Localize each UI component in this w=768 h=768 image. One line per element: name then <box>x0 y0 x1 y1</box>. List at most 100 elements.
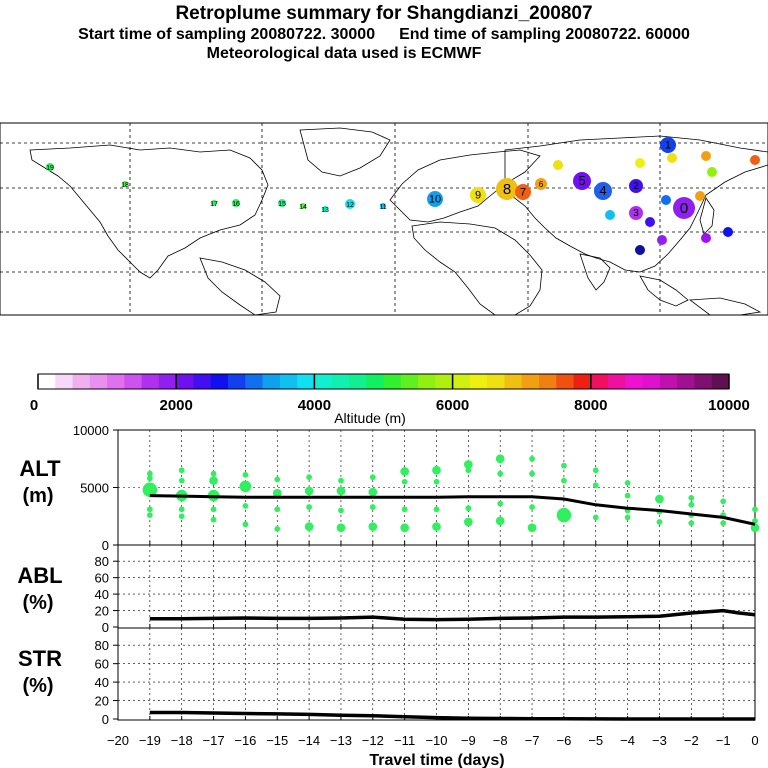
alt-point <box>369 504 376 510</box>
alt-point <box>464 460 473 469</box>
alt-point <box>336 486 346 496</box>
alt-point <box>624 492 631 499</box>
alt-point <box>720 498 727 505</box>
colorbar-swatch <box>297 374 315 389</box>
alt-point <box>146 470 153 477</box>
colorbar-tick-label: 6000 <box>436 397 469 414</box>
x-tick-label: −18 <box>171 733 193 748</box>
alt-point <box>146 512 153 518</box>
colorbar-swatch <box>141 374 160 389</box>
colorbar-swatch <box>72 374 91 389</box>
alt-point <box>210 506 217 513</box>
alt-point <box>239 480 252 493</box>
panel-ytick-label: 80 <box>95 554 109 569</box>
x-tick-label: −10 <box>425 733 447 748</box>
alt-point <box>368 487 378 497</box>
alt-point <box>465 467 472 474</box>
start-time-label: Start time of sampling 20080722. 30000 <box>78 26 376 43</box>
x-tick-label: −4 <box>620 733 635 748</box>
map-label-day-1: 1 <box>665 140 671 152</box>
colorbar-swatch <box>400 374 419 389</box>
map-centroid-day-2 <box>723 227 733 237</box>
alt-point <box>401 506 408 513</box>
panel-ytick-label: 20 <box>95 604 109 619</box>
x-tick-label: −12 <box>362 733 384 748</box>
panel-unit-abl: (%) <box>22 592 53 614</box>
coast-europe <box>389 149 541 223</box>
map-centroid-day-1 <box>635 245 645 255</box>
map-centroid-day-3 <box>701 233 711 243</box>
coast-australia <box>688 297 762 316</box>
coast-india <box>579 253 611 291</box>
colorbar-swatch <box>314 374 333 389</box>
panel-ytick-label: 0 <box>102 712 109 727</box>
map-centroid-day-12 <box>345 199 355 209</box>
colorbar-swatch <box>642 374 661 389</box>
map-centroid-day-3 <box>629 206 643 220</box>
colorbar-swatch <box>452 374 471 389</box>
alt-point <box>369 474 376 481</box>
x-tick-label: −5 <box>588 733 603 748</box>
x-tick-label: −20 <box>107 733 129 748</box>
alt-point <box>178 513 185 520</box>
colorbar-swatch <box>625 374 644 389</box>
alt-point <box>495 516 505 526</box>
colorbar-tick-label: 10000 <box>708 397 750 414</box>
map-centroid-day-9 <box>701 151 711 161</box>
alt-point <box>464 517 473 527</box>
colorbar-swatch <box>538 374 557 389</box>
colorbar-swatch <box>331 374 350 389</box>
alt-point <box>306 504 312 510</box>
alt-point <box>432 465 441 475</box>
map-label-day-4: 4 <box>599 183 606 198</box>
alt-point <box>688 494 695 501</box>
map-centroid-day-9 <box>470 187 486 203</box>
alt-point <box>465 505 472 512</box>
map-label-day-10: 10 <box>429 194 441 206</box>
alt-point <box>304 486 314 496</box>
x-tick-label: −2 <box>684 733 699 748</box>
colorbar-swatch <box>262 374 281 389</box>
map-label-day-5: 5 <box>578 173 585 188</box>
alt-point <box>274 476 281 483</box>
map-label-day-3: 3 <box>633 208 639 219</box>
x-tick-label: −17 <box>203 733 225 748</box>
map-label-day-9: 9 <box>475 190 481 202</box>
panel-alt: 0 5000 10000 ALT (m) <box>19 423 760 553</box>
coast-asia <box>504 135 768 273</box>
alt-point <box>401 478 408 485</box>
x-tick-label: −8 <box>493 733 508 748</box>
colorbar-tick-label: 4000 <box>298 397 331 414</box>
x-axis-label: Travel time (days) <box>369 752 504 768</box>
alt-point <box>242 503 249 509</box>
map-label-day-19: 19 <box>46 165 54 172</box>
alt-point <box>720 520 727 527</box>
x-tick-label: −16 <box>234 733 256 748</box>
map-label-day-7: 7 <box>520 187 526 199</box>
map-graticule <box>0 123 768 315</box>
alt-point <box>336 523 346 533</box>
alt-point <box>561 462 567 469</box>
colorbar-swatch <box>677 374 695 389</box>
x-tick-label: −11 <box>394 733 415 748</box>
alt-point <box>752 506 758 513</box>
colorbar-swatch <box>193 374 212 389</box>
coast-north-america <box>29 144 269 279</box>
x-tick-label: −3 <box>652 733 667 748</box>
panel-ytick-label: 60 <box>95 657 109 672</box>
time-series-panels: 0500010000ALT(m)020406080ABL(%)020406080… <box>17 423 760 768</box>
colorbar-swatch <box>89 374 108 389</box>
map-coastlines <box>29 127 768 316</box>
sampling-times: Start time of sampling 20080722. 30000 En… <box>0 26 768 44</box>
alt-point <box>142 482 158 498</box>
map-centroid-day-15 <box>278 199 286 207</box>
panel-ytick-label: 40 <box>95 587 109 602</box>
alt-point <box>274 506 281 513</box>
alt-point <box>368 522 378 531</box>
alt-point <box>561 477 567 484</box>
alt-point <box>592 482 599 489</box>
colorbar-swatch <box>573 374 592 389</box>
